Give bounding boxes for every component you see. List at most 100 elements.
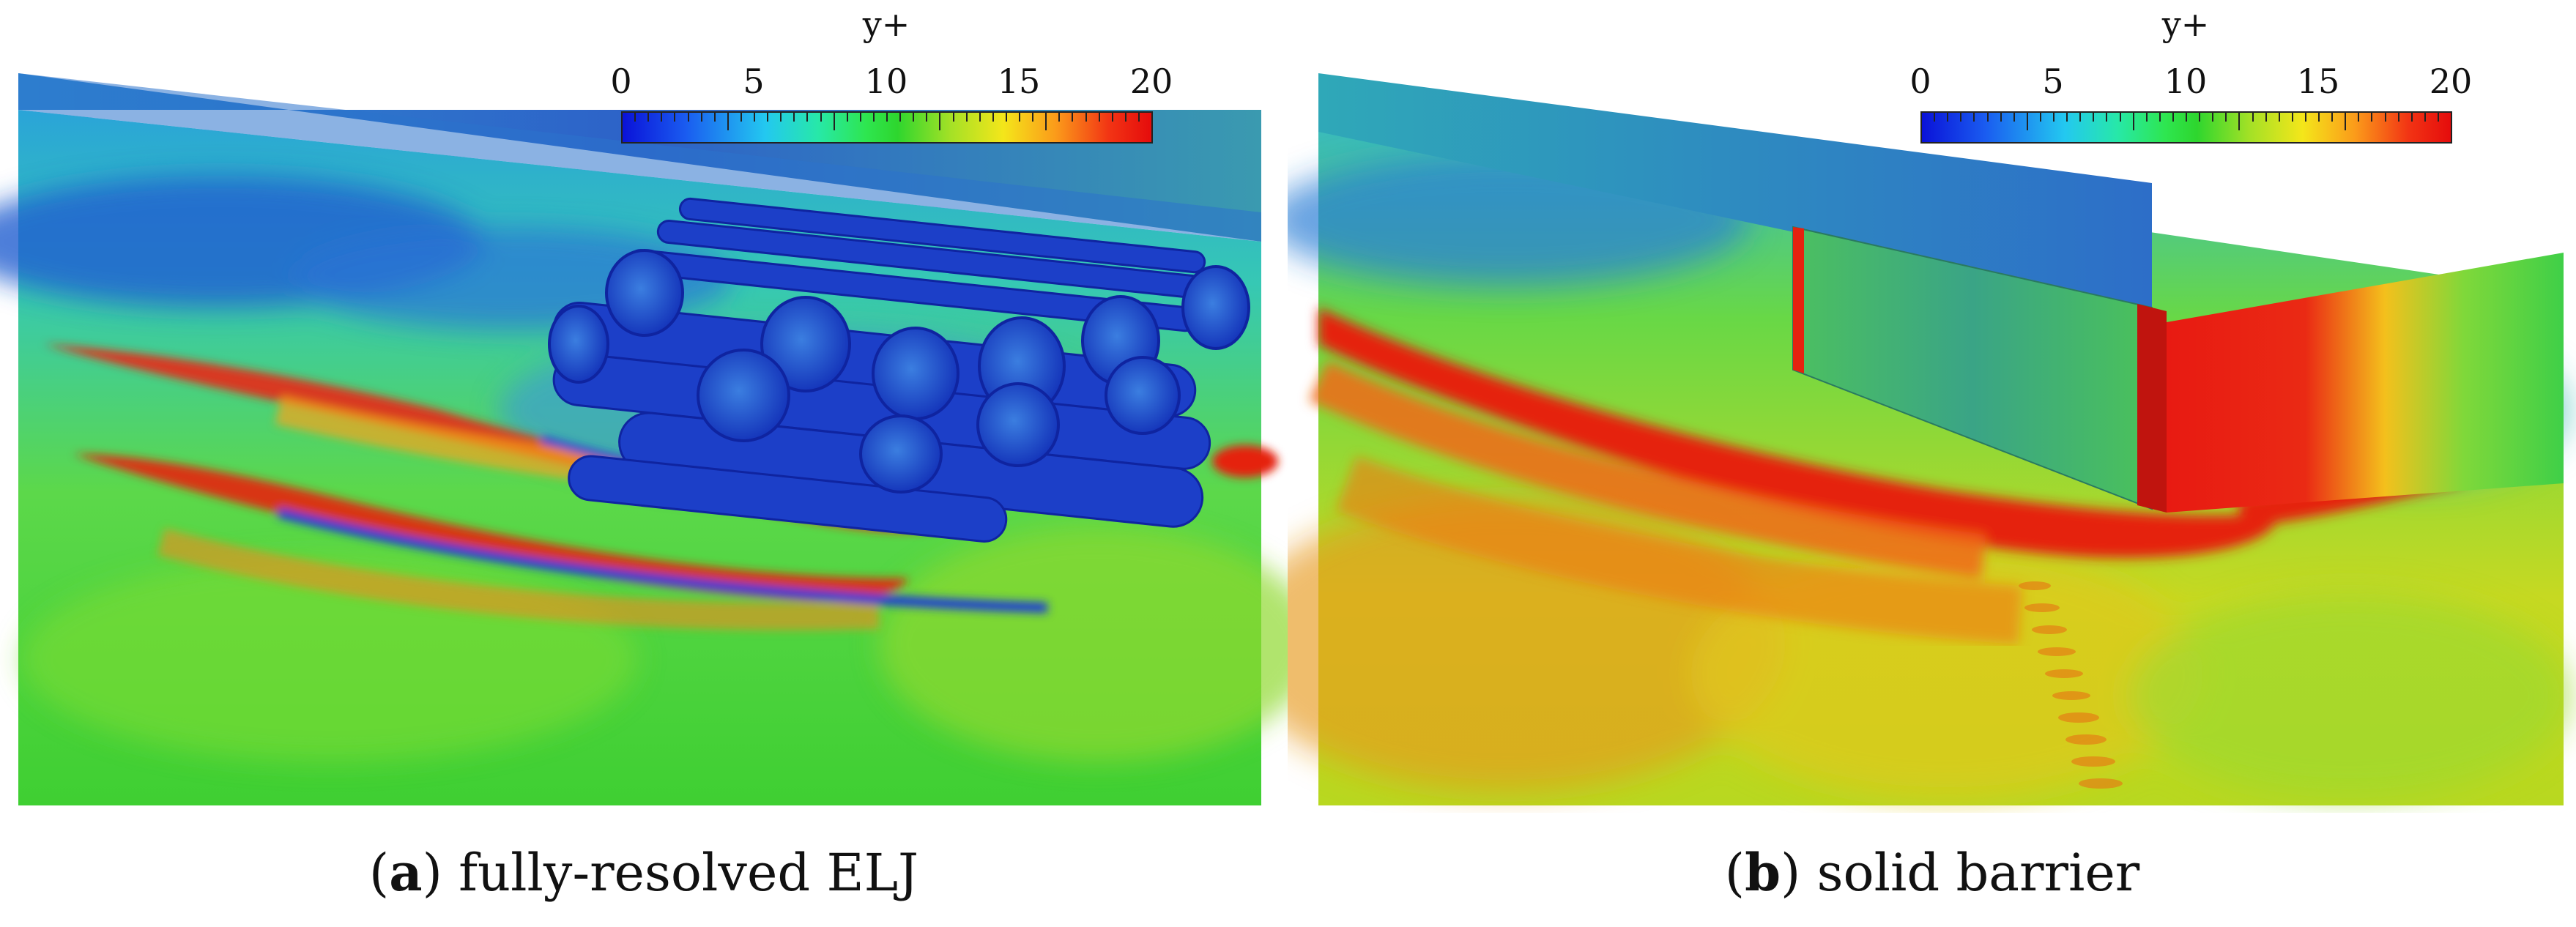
colorbar-minor-tick [2079, 111, 2082, 122]
colorbar-minor-tick [2278, 111, 2280, 122]
panel-solid-barrier: y+ 0 5 10 15 20 (b) solid barrier [1288, 0, 2576, 927]
colorbar-minor-tick [2410, 111, 2413, 122]
colorbar-minor-tick [1111, 111, 1113, 122]
colorbar-minor-tick [2053, 111, 2055, 122]
bed-surface-b [1288, 110, 2569, 805]
colorbar-minor-tick [2013, 111, 2015, 122]
flow-field-render-a [0, 73, 1288, 805]
colorbar-minor-tick [2265, 111, 2267, 122]
colorbar-tick-label: 20 [1129, 62, 1173, 101]
colorbar-minor-tick [1032, 111, 1034, 122]
colorbar-minor-tick [2145, 111, 2148, 122]
colorbar-minor-tick [899, 111, 902, 122]
colorbar-minor-tick [2000, 111, 2002, 122]
caption-text: solid barrier [1800, 843, 2140, 903]
colorbar-minor-tick [859, 111, 861, 122]
colorbar-minor-tick [965, 111, 968, 122]
colorbar-minor-tick [1098, 111, 1100, 122]
colorbar-minor-tick [806, 111, 809, 122]
colorbar-minor-tick [1019, 111, 1020, 122]
colorbar-minor-tick [1085, 111, 1087, 122]
colorbar-minor-tick [926, 111, 928, 122]
colorbar-minor-tick [992, 111, 994, 122]
colorbar-minor-tick [767, 111, 769, 122]
colorbar-tick-label: 5 [743, 62, 765, 101]
colorbar-minor-tick [1986, 111, 1989, 122]
colorbar-minor-tick [979, 111, 981, 122]
colorbar-minor-tick [2106, 111, 2108, 122]
colorbar-tick-label: 5 [2042, 62, 2064, 101]
colorbar-minor-tick [1137, 111, 1140, 122]
colorbar-minor-tick [647, 111, 650, 122]
colorbar-minor-tick [1920, 111, 1922, 130]
colorbar-title: y+ [2161, 4, 2210, 44]
colorbar-minor-tick [886, 111, 888, 122]
colorbar-minor-tick [2291, 111, 2293, 122]
colorbar-minor-tick [1005, 111, 1007, 122]
colorbar-minor-tick [621, 111, 623, 130]
colorbar-minor-tick [1934, 111, 1936, 122]
colorbar-tick-label: 10 [864, 62, 908, 101]
caption-letter: a [389, 842, 423, 903]
colorbar-minor-tick [2252, 111, 2254, 122]
caption-letter: b [1745, 842, 1781, 903]
caption-b: (b) solid barrier [1724, 842, 2140, 903]
colorbar-minor-tick [2318, 111, 2320, 122]
colorbar-tick-label: 15 [997, 62, 1041, 101]
colorbar-tick-label: 20 [2429, 62, 2473, 101]
colorbar-minor-tick [939, 111, 941, 130]
colorbar-minor-tick [780, 111, 782, 122]
colorbar-minor-tick [1960, 111, 1962, 122]
colorbar-tick-label: 10 [2164, 62, 2208, 101]
colorbar-minor-tick [833, 111, 835, 130]
colorbar-tick-label: 15 [2296, 62, 2340, 101]
colorbar-minor-tick [2132, 111, 2134, 130]
colorbar-minor-tick [2424, 111, 2426, 122]
colorbar-minor-tick [846, 111, 848, 122]
colorbar-minor-tick [2093, 111, 2095, 122]
engineered-log-jam [548, 197, 1250, 543]
colorbar-minor-tick [1973, 111, 1975, 122]
colorbar-title: y+ [862, 4, 910, 44]
colorbar-minor-tick [661, 111, 663, 122]
colorbar-minor-tick [2451, 111, 2452, 130]
colorbar-minor-tick [713, 111, 716, 122]
colorbar-minor-tick [2119, 111, 2121, 122]
colorbar-minor-tick [1124, 111, 1126, 122]
caption-a: (a) fully-resolved ELJ [368, 842, 919, 903]
colorbar-minor-tick [2358, 111, 2360, 122]
colorbar-minor-tick [634, 111, 636, 122]
colorbar-minor-tick [1072, 111, 1074, 122]
colorbar-minor-tick [2437, 111, 2439, 122]
colorbar-minor-tick [1045, 111, 1047, 130]
colorbar-minor-tick [2026, 111, 2028, 130]
colorbar-minor-tick [2397, 111, 2399, 122]
colorbar-minor-tick [2384, 111, 2386, 122]
colorbar-minor-tick [2304, 111, 2306, 122]
colorbar-minor-tick [793, 111, 795, 122]
colorbar-minor-tick [1058, 111, 1061, 122]
colorbar-minor-tick [2172, 111, 2174, 122]
side-wall-b [1318, 73, 2152, 308]
colorbar-minor-tick [952, 111, 954, 122]
colorbar-minor-tick [820, 111, 822, 122]
colorbar-minor-tick [913, 111, 915, 122]
colorbar-minor-tick [1151, 111, 1153, 130]
colorbar-minor-tick [727, 111, 729, 130]
flow-field-render-b [1288, 73, 2569, 805]
panel-fully-resolved-elj: y+ 0 5 10 15 20 (a) fully-resolved ELJ [0, 0, 1288, 903]
caption-text: fully-resolved ELJ [442, 843, 919, 903]
colorbar-a: y+ 0 5 10 15 20 [610, 0, 1173, 154]
colorbar-tick-label: 0 [610, 62, 632, 101]
colorbar-minor-tick [754, 111, 755, 122]
colorbar-minor-tick [872, 111, 875, 122]
colorbar-minor-tick [2199, 111, 2201, 122]
colorbar-tick-label: 0 [1909, 62, 1931, 101]
colorbar-minor-tick [2345, 111, 2347, 130]
colorbar-minor-tick [2186, 111, 2187, 122]
colorbar-minor-tick [2039, 111, 2041, 122]
colorbar-minor-tick [687, 111, 689, 122]
colorbar-b: y+ 0 5 10 15 20 [1909, 0, 2472, 154]
colorbar-minor-tick [2371, 111, 2373, 122]
colorbar-minor-tick [674, 111, 676, 122]
